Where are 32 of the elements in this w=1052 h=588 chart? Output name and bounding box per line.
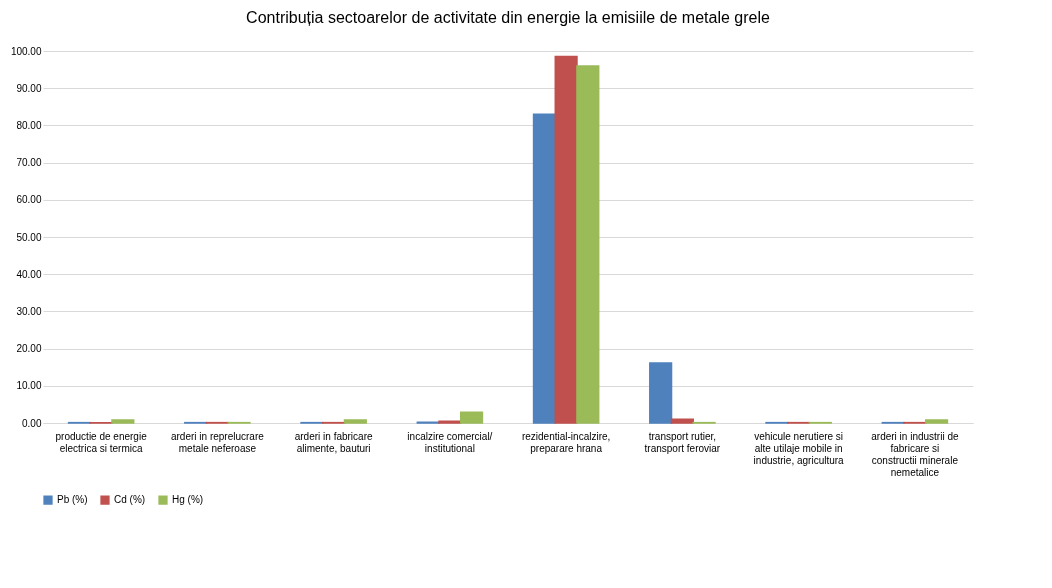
bar	[343, 419, 367, 424]
y-tick-label: 20.00	[16, 343, 42, 355]
bar	[554, 55, 578, 424]
bar	[670, 418, 694, 424]
y-tick-label: 30.00	[16, 305, 42, 317]
y-tick-label: 50.00	[16, 231, 42, 243]
y-tick-label: 80.00	[16, 119, 42, 131]
bar	[111, 419, 135, 424]
x-tick-label: arderi in reprelucrare metale neferoase	[170, 430, 265, 454]
x-tick-label: productie de energie electrica si termica	[55, 430, 148, 454]
bar	[532, 113, 557, 424]
y-tick-label: 90.00	[16, 82, 42, 94]
bar	[924, 419, 949, 424]
legend-label: Cd (%)	[114, 494, 146, 506]
legend-label: Pb (%)	[57, 494, 88, 506]
x-tick-label: arderi in fabricare alimente, bauturi	[294, 430, 373, 454]
y-tick-label: 40.00	[16, 268, 42, 280]
y-tick-label: 10.00	[16, 380, 42, 392]
legend-label: Hg (%)	[172, 494, 204, 506]
x-tick-label: transport rutier, transport feroviar	[644, 430, 721, 454]
x-tick-label: rezidential-incalzire, preparare hrana	[521, 430, 611, 454]
y-tick-label: 0.00	[22, 417, 42, 429]
x-tick-label: vehicule nerutiere si alte utilaje mobile in industrie, agricultura	[753, 430, 845, 466]
y-tick-label: 100.00	[10, 45, 42, 57]
bar	[576, 65, 600, 424]
bar	[459, 411, 484, 424]
y-tick-label: 60.00	[16, 194, 42, 206]
x-tick-label: arderi in industrii de fabricare si constructii minerale nemetalice	[871, 430, 959, 478]
y-tick-label: 70.00	[16, 157, 42, 169]
x-tick-label: incalzire comercial/ institutional	[407, 430, 493, 454]
bar	[649, 362, 673, 424]
chart-title: Contribuția sectoarelor de activitate din energie la emisiile de metale grele	[246, 9, 771, 26]
